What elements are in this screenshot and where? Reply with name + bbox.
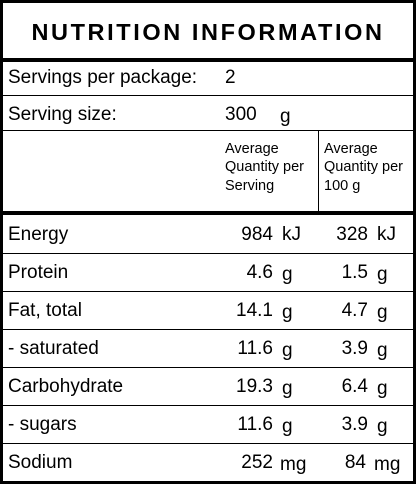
per-100g-header-line: Quantity per	[324, 159, 403, 176]
serving-value: 19.3	[236, 376, 273, 397]
nutrient-label: Sodium	[8, 452, 73, 473]
serving-value: 984	[241, 224, 273, 245]
column-divider	[318, 130, 319, 214]
serving-value: 11.6	[237, 338, 273, 359]
per-serving-header-line: Average	[225, 141, 279, 157]
serving-size-divider	[3, 130, 413, 131]
serving-unit: mg	[280, 454, 307, 475]
serving-unit: g	[282, 302, 293, 323]
per100-value: 3.9	[341, 338, 368, 359]
per100-unit: kJ	[377, 224, 396, 245]
nutrient-label: Energy	[8, 224, 69, 245]
per-100g-header-line: Average	[324, 141, 378, 157]
per100-value: 3.9	[341, 414, 368, 435]
nutrient-label: Fat, total	[8, 300, 82, 321]
serving-value: 11.6	[237, 414, 273, 435]
per-100g-header-line: 100 g	[324, 177, 361, 194]
nutrient-label: Protein	[8, 262, 69, 283]
servings-value: 2	[225, 67, 236, 88]
title-divider	[3, 58, 413, 62]
per-100g-header: Average Quantity per 100 g	[324, 140, 403, 195]
per100-value: 84	[344, 452, 366, 473]
serving-unit: g	[282, 340, 293, 361]
row-divider	[3, 329, 413, 330]
serving-size-value: 300	[225, 104, 257, 125]
serving-size-unit: g	[280, 106, 291, 127]
serving-value: 14.1	[236, 300, 273, 321]
row-divider	[3, 443, 413, 444]
per-serving-header-line: Serving	[225, 177, 275, 194]
serving-unit: g	[282, 264, 293, 285]
per-serving-header: Average Quantity per Serving	[225, 140, 304, 195]
per100-value: 1.5	[341, 262, 368, 283]
per100-unit: g	[377, 416, 388, 437]
per100-unit: g	[377, 340, 388, 361]
nutrient-label: - saturated	[8, 338, 99, 359]
serving-size-label: Serving size:	[8, 104, 117, 125]
serving-unit: kJ	[282, 224, 301, 245]
per100-value: 328	[336, 224, 368, 245]
nutrient-label: - sugars	[8, 414, 77, 435]
per100-unit: g	[377, 264, 388, 285]
per-serving-header-line: Quantity per	[225, 159, 304, 176]
per100-unit: mg	[374, 454, 401, 475]
servings-label: Servings per package:	[8, 67, 198, 88]
serving-value: 252	[241, 452, 273, 473]
serving-unit: g	[282, 378, 293, 399]
row-divider	[3, 253, 413, 254]
row-divider	[3, 291, 413, 292]
serving-unit: g	[282, 416, 293, 437]
per100-value: 4.7	[341, 300, 368, 321]
nutrient-label: Carbohydrate	[8, 376, 124, 397]
per100-value: 6.4	[341, 376, 368, 397]
row-divider	[3, 405, 413, 406]
servings-divider	[3, 95, 413, 96]
panel-title: NUTRITION INFORMATION	[31, 19, 385, 45]
header-divider	[3, 211, 413, 215]
per100-unit: g	[377, 302, 388, 323]
serving-value: 4.6	[246, 262, 273, 283]
row-divider	[3, 367, 413, 368]
per100-unit: g	[377, 378, 388, 399]
